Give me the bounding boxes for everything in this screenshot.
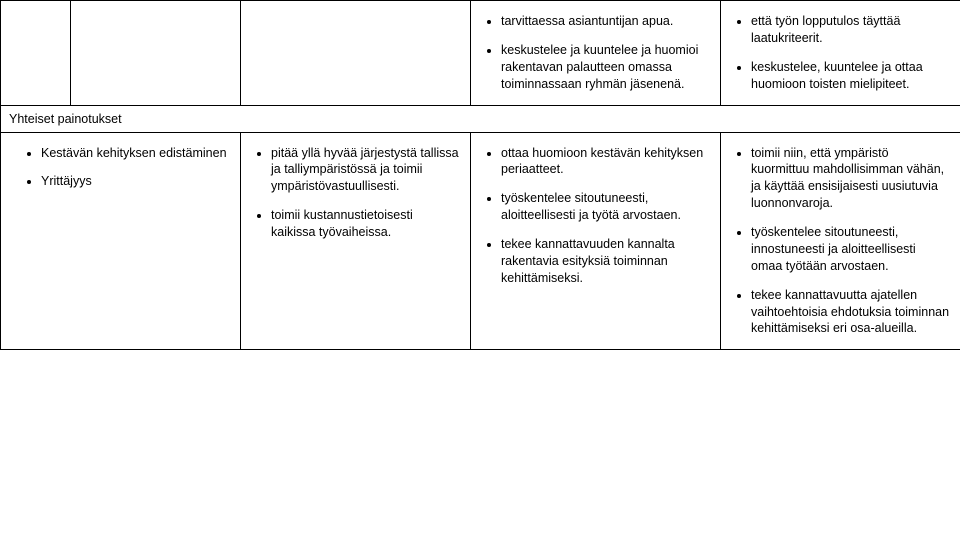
bottom-row: Kestävän kehityksen edistäminen Yrittäjy…: [1, 132, 960, 350]
content-table: tarvittaessa asiantuntijan apua. keskust…: [0, 0, 960, 350]
bottom-left-cell: Kestävän kehityksen edistäminen Yrittäjy…: [1, 132, 241, 350]
list-item: tarvittaessa asiantuntijan apua.: [501, 13, 710, 30]
section-title: Yhteiset painotukset: [9, 112, 122, 126]
list-item: Kestävän kehityksen edistäminen: [41, 145, 230, 162]
bottom-cell-d: ottaa huomioon kestävän kehityksen peria…: [471, 132, 721, 350]
top-row: tarvittaessa asiantuntijan apua. keskust…: [1, 1, 960, 106]
top-list-1: tarvittaessa asiantuntijan apua. keskust…: [481, 13, 710, 93]
top-cell-1: [1, 1, 71, 106]
bottom-list-e: toimii niin, että ympäristö kuormittuu m…: [731, 145, 950, 338]
list-item: työskentelee sitoutuneesti, aloitteellis…: [501, 190, 710, 224]
list-item: toimii kustannustietoisesti kaikissa työ…: [271, 207, 460, 241]
list-item: ottaa huomioon kestävän kehityksen peria…: [501, 145, 710, 179]
section-header-row: Yhteiset painotukset: [1, 105, 960, 132]
top-cell-2: [71, 1, 241, 106]
list-item: keskustelee ja kuuntelee ja huomioi rake…: [501, 42, 710, 93]
list-item: työskentelee sitoutuneesti, innostuneest…: [751, 224, 950, 275]
bottom-left-list: Kestävän kehityksen edistäminen Yrittäjy…: [11, 145, 230, 191]
list-item: Yrittäjyys: [41, 173, 230, 190]
section-header-cell: Yhteiset painotukset: [1, 105, 960, 132]
top-cell-4: tarvittaessa asiantuntijan apua. keskust…: [471, 1, 721, 106]
list-item: tekee kannattavuuden kannalta rakentavia…: [501, 236, 710, 287]
list-item: toimii niin, että ympäristö kuormittuu m…: [751, 145, 950, 213]
bottom-list-d: ottaa huomioon kestävän kehityksen peria…: [481, 145, 710, 287]
top-cell-5: että työn lopputulos täyttää laatukritee…: [721, 1, 960, 106]
bottom-cell-e: toimii niin, että ympäristö kuormittuu m…: [721, 132, 960, 350]
list-item: pitää yllä hyvää järjestystä tallissa ja…: [271, 145, 460, 196]
top-cell-3: [241, 1, 471, 106]
list-item: keskustelee, kuuntelee ja ottaa huomioon…: [751, 59, 950, 93]
bottom-cell-c: pitää yllä hyvää järjestystä tallissa ja…: [241, 132, 471, 350]
list-item: että työn lopputulos täyttää laatukritee…: [751, 13, 950, 47]
bottom-list-c: pitää yllä hyvää järjestystä tallissa ja…: [251, 145, 460, 241]
top-list-2: että työn lopputulos täyttää laatukritee…: [731, 13, 950, 93]
list-item: tekee kannattavuutta ajatellen vaihtoeht…: [751, 287, 950, 338]
